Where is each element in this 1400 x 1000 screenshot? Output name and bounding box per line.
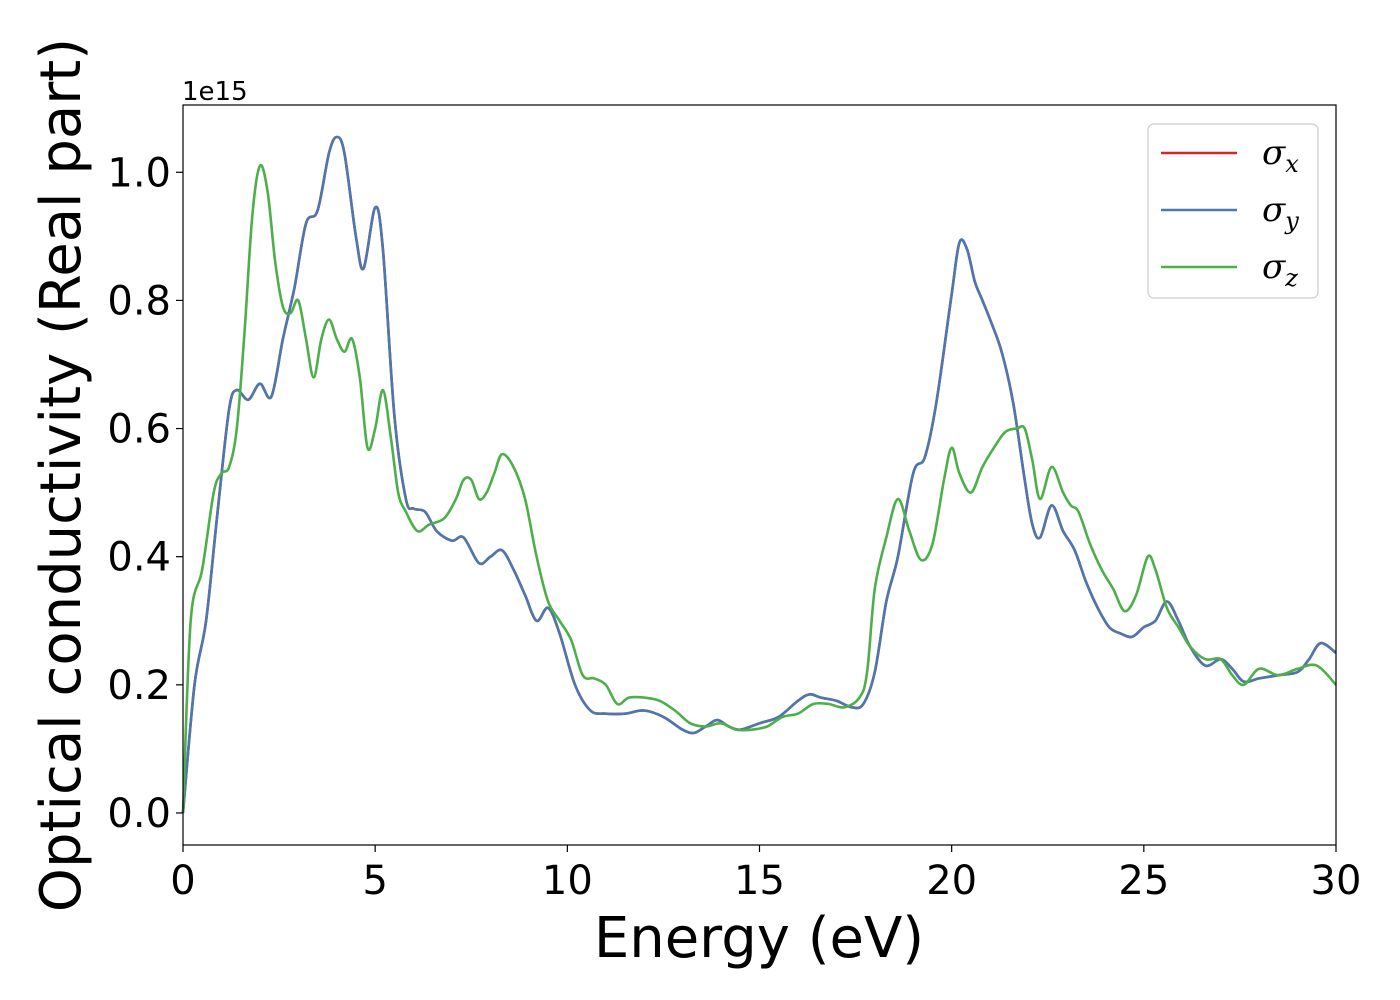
legend-label-y: σy bbox=[1262, 190, 1299, 235]
x-tick-label: 5 bbox=[362, 858, 387, 904]
x-tick-label: 0 bbox=[170, 858, 195, 904]
series-line-z bbox=[181, 163, 1337, 814]
x-axis-label: Energy (eV) bbox=[594, 906, 924, 971]
legend-label-x: σx bbox=[1262, 133, 1299, 178]
x-axis-ticks: 0 5 10 15 20 25 30 bbox=[170, 845, 1361, 904]
y-tick-label: 0.2 bbox=[107, 663, 171, 709]
y-axis-label: Optical conductivity (Real part) bbox=[29, 38, 94, 912]
plot-lines bbox=[181, 135, 1337, 814]
y-offset-label: 1e15 bbox=[182, 77, 248, 107]
x-tick-label: 10 bbox=[542, 858, 593, 904]
legend: σx σy σz bbox=[1147, 123, 1319, 299]
y-axis-ticks: 0.0 0.2 0.4 0.6 0.8 1.0 bbox=[107, 150, 183, 837]
y-tick-label: 0.8 bbox=[107, 278, 171, 324]
x-tick-label: 30 bbox=[1311, 858, 1362, 904]
x-tick-label: 20 bbox=[926, 858, 977, 904]
series-line-y bbox=[181, 135, 1337, 814]
y-tick-label: 0.6 bbox=[107, 407, 171, 453]
x-tick-label: 15 bbox=[734, 858, 785, 904]
x-tick-label: 25 bbox=[1118, 858, 1169, 904]
y-tick-label: 0.4 bbox=[107, 535, 171, 581]
legend-label-z: σz bbox=[1262, 247, 1298, 292]
y-tick-label: 1.0 bbox=[107, 150, 171, 196]
y-tick-label: 0.0 bbox=[107, 791, 171, 837]
